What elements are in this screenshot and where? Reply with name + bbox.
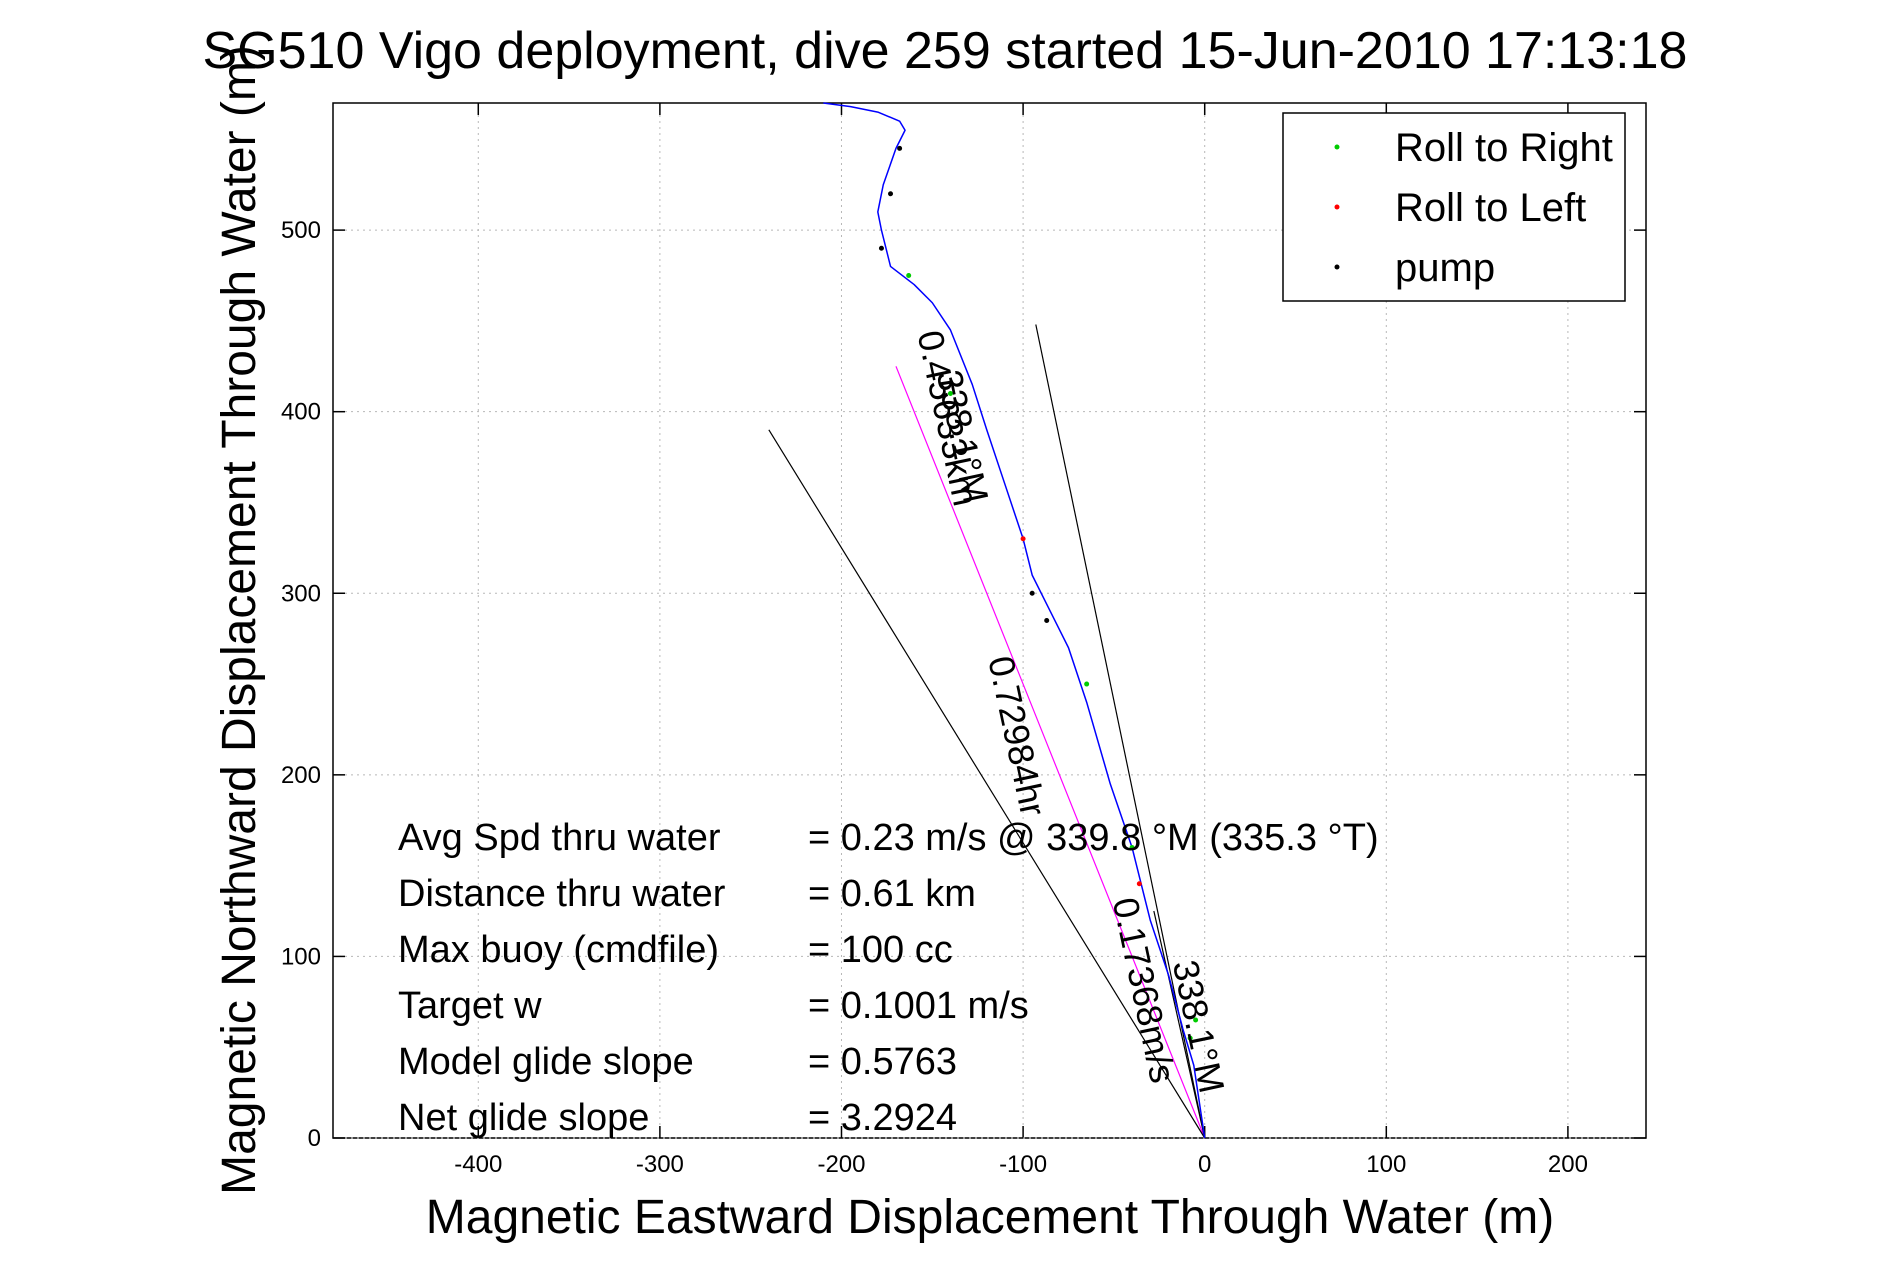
y-axis-label: Magnetic Northward Displacement Through … (213, 45, 266, 1195)
pump-marker (897, 145, 903, 151)
reference-line (768, 429, 1206, 1139)
x-tick-label: -400 (454, 1151, 502, 1178)
pump-marker (1044, 618, 1050, 623)
x-tick-label: 200 (1548, 1151, 1588, 1178)
roll-right-marker (1193, 1017, 1199, 1023)
stat-value: = 100 cc (808, 929, 953, 971)
stat-label: Avg Spd thru water (398, 817, 721, 859)
stat-label: Target w (398, 985, 542, 1027)
legend-marker (1334, 204, 1340, 210)
y-tick-label: 500 (281, 217, 321, 244)
stat-label: Net glide slope (398, 1097, 649, 1139)
y-tick-label: 400 (281, 399, 321, 426)
grid (333, 103, 1646, 1139)
legend-entry: Roll to Right (1395, 126, 1613, 170)
legend-entry: Roll to Left (1395, 186, 1586, 230)
stat-label: Distance thru water (398, 873, 726, 915)
legend: Roll to Right Roll to Left pump (1282, 112, 1626, 302)
stat-value: = 3.2924 (808, 1097, 957, 1139)
stat-label: Max buoy (cmdfile) (398, 929, 719, 971)
y-tick-label: 100 (281, 943, 321, 970)
x-tick-label: -300 (636, 1151, 684, 1178)
x-tick-label: -200 (817, 1151, 865, 1178)
reference-line (895, 366, 1206, 1139)
x-axis-label: Magnetic Eastward Displacement Through W… (426, 1191, 1554, 1244)
x-tick-labels: -400 -300 -200 -100 0 100 200 (454, 1151, 1588, 1178)
legend-entry: pump (1395, 246, 1495, 290)
roll-right-marker (947, 391, 953, 397)
x-tick-label: -100 (999, 1151, 1047, 1178)
pump-marker (888, 191, 894, 197)
roll-left-marker (1136, 881, 1142, 887)
roll-right-marker (1084, 681, 1090, 687)
x-tick-label: 100 (1366, 1151, 1406, 1178)
y-tick-labels: 0 100 200 300 400 500 (281, 217, 321, 1152)
roll-right-marker (1129, 844, 1135, 850)
reference-line (1153, 910, 1206, 1139)
legend-box (1282, 112, 1626, 302)
y-tick-label: 300 (281, 580, 321, 607)
roll-right-marker (1187, 1035, 1193, 1041)
y-tick-label: 200 (281, 762, 321, 789)
stat-label: Model glide slope (398, 1041, 694, 1083)
stats-annotation: Avg Spd thru water = 0.23 m/s @ 339.8 °M … (398, 817, 1379, 1139)
chart-title: SG510 Vigo deployment, dive 259 started … (203, 22, 1688, 80)
roll-left-marker (1020, 536, 1026, 542)
legend-marker (1334, 144, 1340, 150)
y-tick-label: 0 (308, 1125, 321, 1152)
stat-value: = 0.5763 (808, 1041, 957, 1083)
stat-value: = 0.61 km (808, 873, 976, 915)
legend-marker (1334, 264, 1340, 270)
roll-right-marker (906, 273, 912, 278)
x-tick-label: 0 (1198, 1151, 1211, 1178)
pump-marker (1029, 590, 1035, 596)
stat-value: = 0.1001 m/s (808, 985, 1029, 1027)
stat-value: = 0.23 m/s @ 339.8 °M (335.3 °T) (808, 817, 1379, 859)
pump-marker (878, 245, 884, 251)
markers-layer (878, 145, 1199, 1041)
